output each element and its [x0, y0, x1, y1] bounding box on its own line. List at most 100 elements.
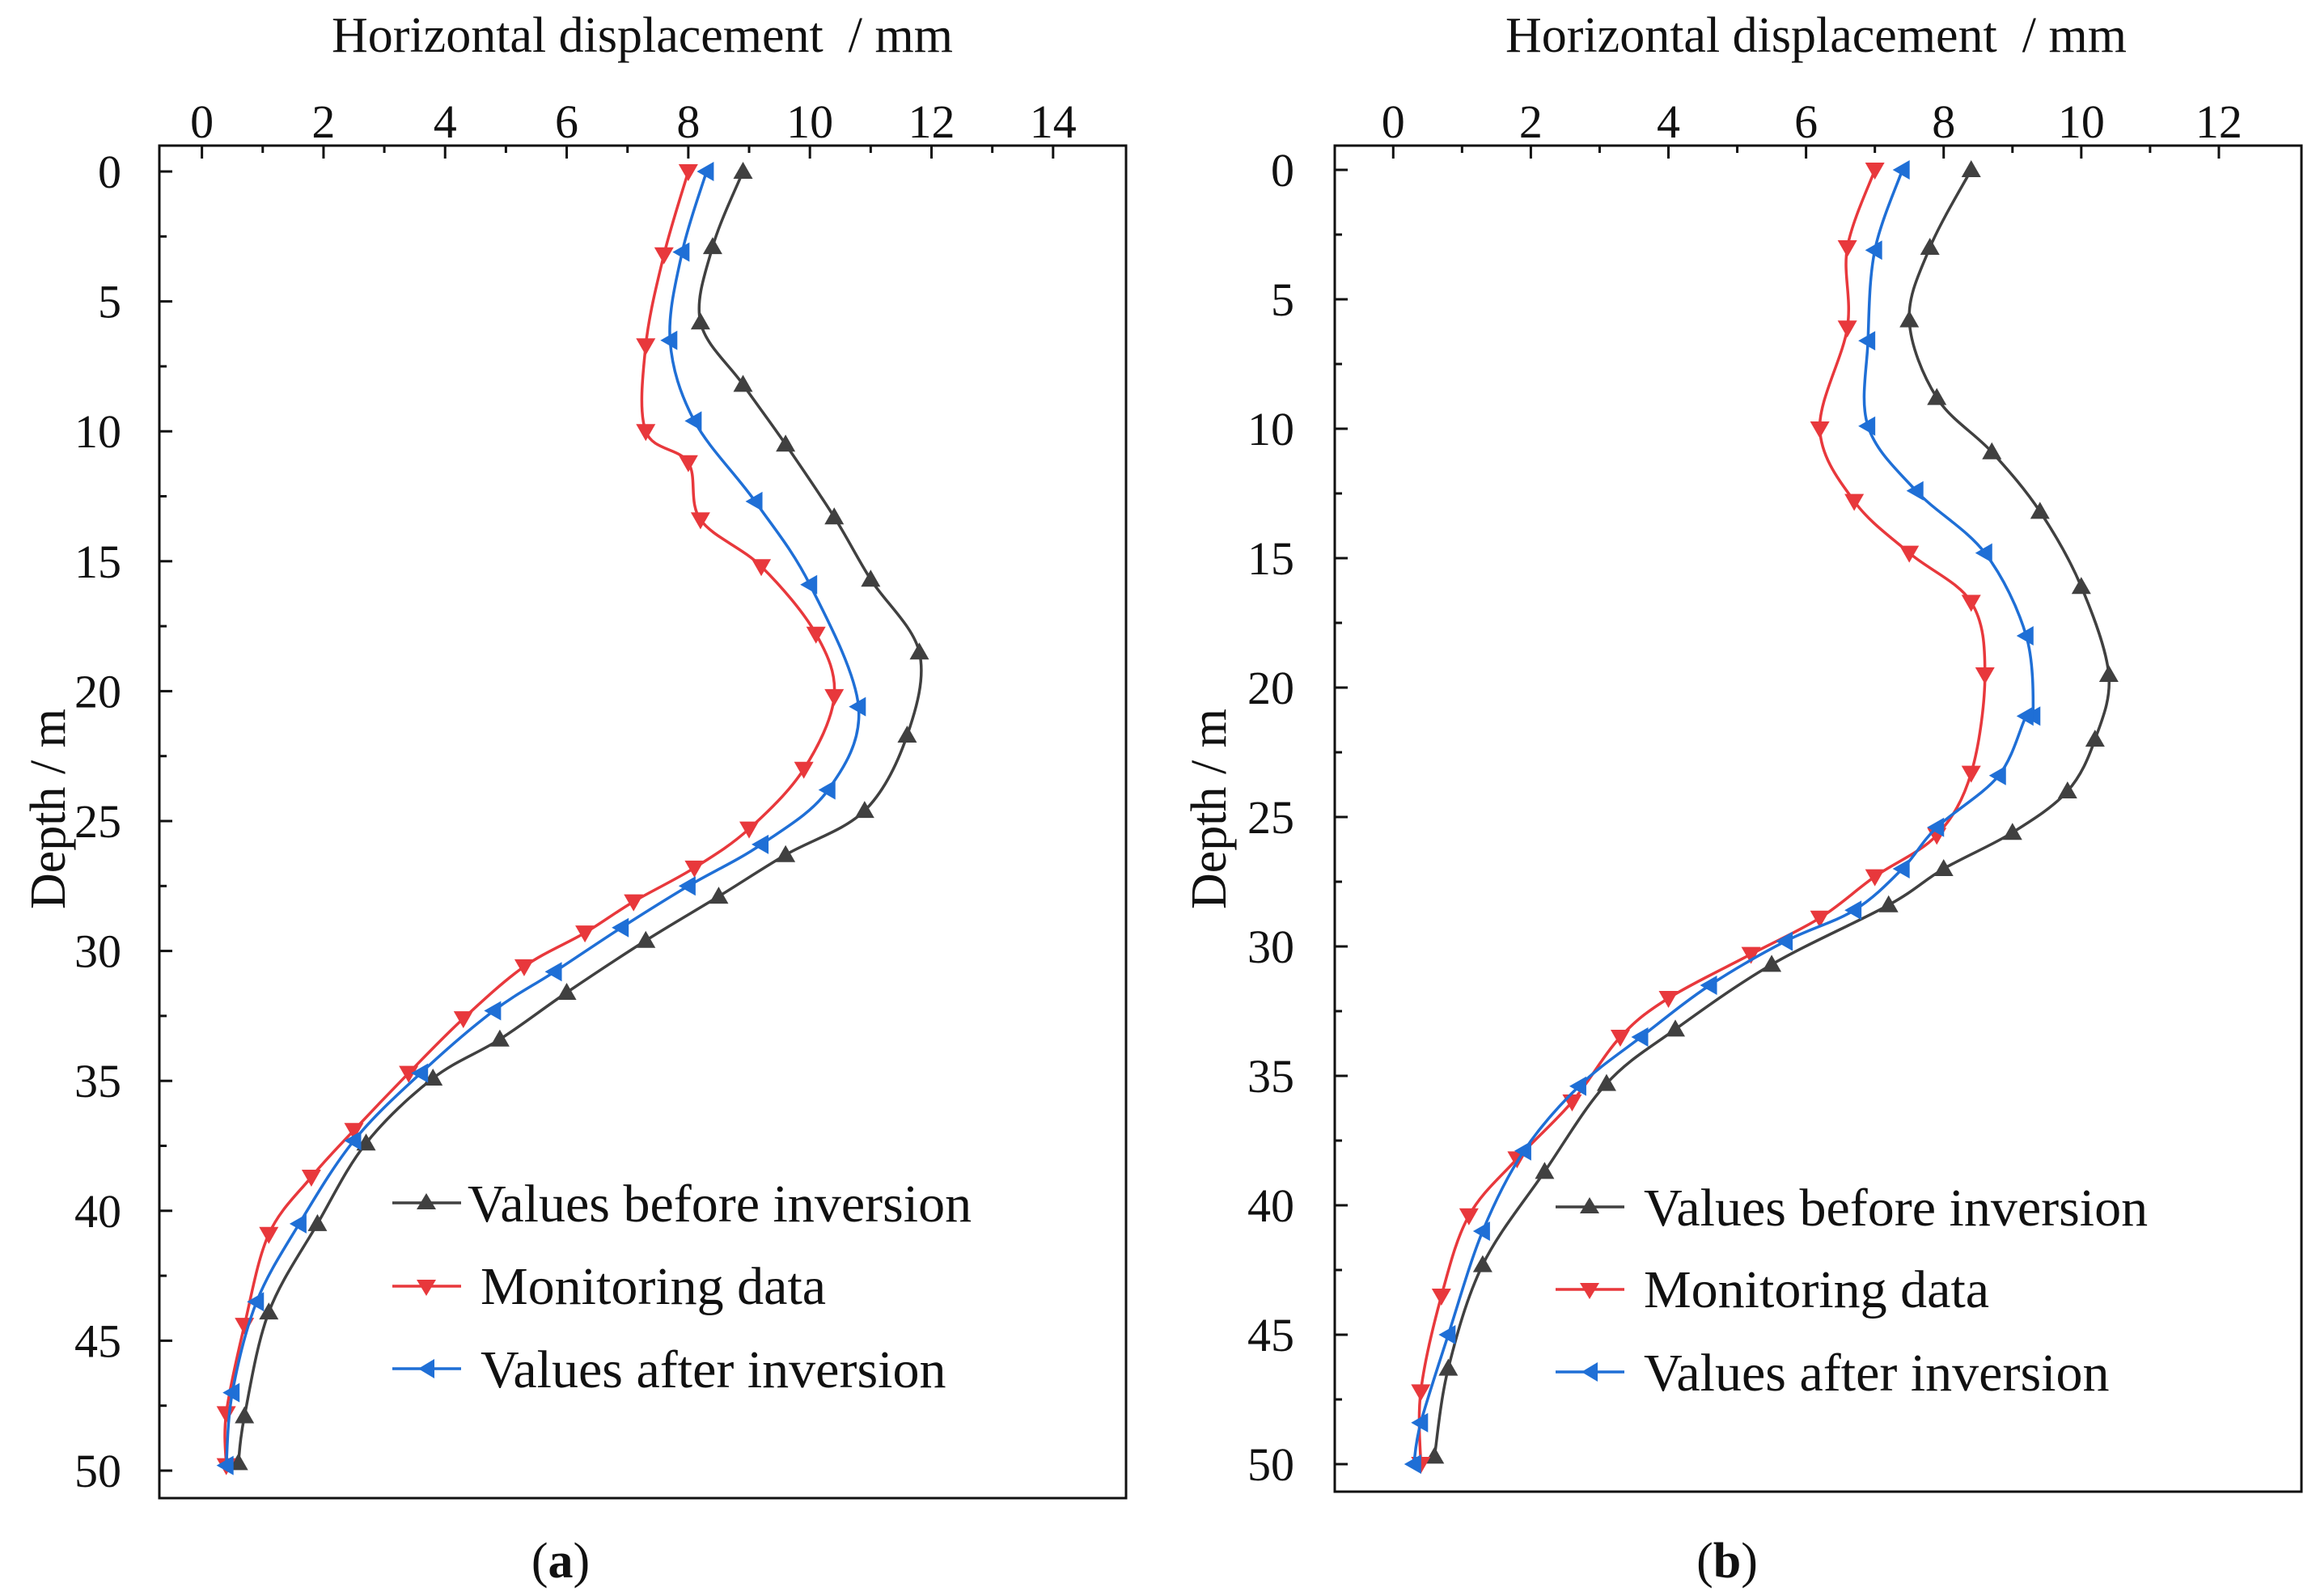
legend-label-before-a: Values before inversion [468, 1175, 972, 1234]
data-point-a-0 [909, 642, 929, 660]
data-point-a-1 [636, 338, 656, 356]
data-point-a-0 [636, 930, 656, 948]
data-point-b-0 [2085, 730, 2105, 747]
data-point-a-2 [678, 876, 696, 896]
data-point-b-0 [2098, 665, 2119, 682]
data-point-b-2 [2016, 706, 2034, 726]
y-tick-label-a: 20 [74, 665, 121, 718]
y-tick-label-b: 0 [1271, 144, 1294, 197]
legend-marker-monitor-a [417, 1280, 436, 1296]
data-point-b-0 [1878, 895, 1899, 912]
y-tick-label-b: 35 [1247, 1050, 1294, 1103]
data-point-b-0 [2030, 502, 2050, 519]
legend-marker-after-a [418, 1359, 434, 1378]
y-tick-label-a: 25 [74, 795, 121, 848]
legend-label-monitor-a: Monitoring data [481, 1257, 826, 1316]
data-point-b-2 [1927, 817, 1945, 837]
y-axis-title-b: Depth / m [1182, 709, 1237, 909]
data-point-a-2 [222, 1382, 240, 1403]
data-point-a-0 [824, 507, 845, 525]
data-point-b-1 [1610, 1030, 1630, 1047]
legend-marker-monitor-b [1580, 1283, 1599, 1299]
data-point-b-2 [1906, 480, 1924, 501]
data-point-b-0 [1596, 1073, 1616, 1091]
data-point-b-2 [1988, 765, 2006, 785]
data-point-b-0 [1899, 310, 1920, 328]
caption-a: (a) [531, 1534, 590, 1589]
data-point-a-0 [733, 375, 753, 392]
y-tick-label-a: 40 [74, 1185, 121, 1238]
data-point-a-2 [612, 917, 629, 938]
data-point-a-0 [356, 1133, 376, 1151]
data-point-a-1 [794, 761, 814, 779]
data-point-a-1 [678, 455, 698, 472]
data-point-a-2 [696, 162, 714, 181]
data-point-a-1 [624, 894, 644, 912]
data-point-b-2 [1472, 1221, 1490, 1241]
data-point-a-1 [806, 626, 826, 644]
data-point-b-0 [2071, 577, 2091, 595]
y-axis-title-a: Depth / m [21, 709, 76, 909]
data-point-a-0 [702, 237, 722, 255]
legend-label-before-b: Values before inversion [1644, 1179, 2148, 1238]
data-point-a-1 [654, 247, 674, 265]
data-point-a-2 [216, 1455, 234, 1475]
y-tick-label-a: 0 [98, 146, 121, 198]
data-point-b-0 [1666, 1019, 1686, 1037]
data-point-b-1 [1844, 493, 1865, 511]
data-point-a-1 [684, 860, 705, 878]
data-point-b-2 [1700, 976, 1717, 995]
y-tick-label-b: 15 [1247, 532, 1294, 585]
data-point-a-0 [776, 845, 796, 862]
data-point-a-1 [739, 821, 760, 839]
data-point-a-1 [678, 164, 698, 181]
data-point-a-1 [216, 1406, 236, 1424]
data-point-b-1 [1411, 1384, 1431, 1402]
data-point-a-2 [247, 1292, 265, 1312]
y-tick-label-b: 10 [1247, 403, 1294, 455]
data-point-b-2 [1514, 1141, 1531, 1161]
series-group-b [1404, 160, 2119, 1474]
x-tick-label-a: 6 [555, 95, 578, 148]
x-tick-label-a: 4 [434, 95, 457, 148]
data-point-b-0 [1920, 238, 1940, 255]
data-point-b-2 [1892, 160, 1910, 180]
data-point-b-1 [1459, 1208, 1479, 1226]
data-point-a-2 [544, 962, 562, 982]
plot-frame-b [1333, 144, 2303, 1493]
data-point-a-2 [684, 411, 702, 431]
x-tick-labels-a: 0 2 4 6 8 10 12 14 [190, 95, 1077, 148]
data-point-b-2 [1776, 931, 1793, 951]
y-tick-label-a: 30 [74, 925, 121, 978]
data-point-b-2 [1438, 1325, 1456, 1344]
data-point-b-2 [1404, 1454, 1421, 1474]
x-tick-label-b: 10 [2058, 95, 2105, 148]
data-point-a-1 [636, 424, 656, 442]
data-point-a-1 [344, 1123, 364, 1141]
data-point-a-1 [575, 925, 595, 943]
y-tick-label-a: 45 [74, 1314, 121, 1367]
data-point-b-2 [1858, 331, 1876, 351]
x-tick-label-a: 12 [908, 95, 955, 148]
data-point-a-0 [776, 434, 796, 452]
legend-marker-after-b [1581, 1362, 1598, 1382]
y-tick-label-a: 10 [74, 405, 121, 458]
y-tick-labels-a: 0 5 10 15 20 25 30 35 40 45 50 [74, 146, 121, 1497]
data-point-b-0 [1438, 1358, 1459, 1376]
y-tick-label-b: 25 [1247, 791, 1294, 844]
x-tick-label-a: 2 [311, 95, 335, 148]
y-tick-label-a: 5 [98, 276, 121, 328]
data-point-b-2 [1865, 240, 1882, 260]
data-point-a-0 [557, 982, 577, 1000]
y-tick-labels-b: 0 5 10 15 20 25 30 35 40 45 50 [1247, 144, 1294, 1491]
y-tick-label-b: 40 [1247, 1179, 1294, 1232]
data-point-a-0 [489, 1029, 510, 1047]
data-point-b-2 [1844, 900, 1862, 921]
data-point-b-1 [1837, 320, 1857, 338]
x-tick-label-b: 2 [1519, 95, 1543, 148]
x-tick-label-a: 8 [676, 95, 700, 148]
axis-ticks-a [159, 146, 1055, 1472]
data-point-b-0 [1535, 1162, 1555, 1179]
x-tick-label-b: 6 [1794, 95, 1818, 148]
